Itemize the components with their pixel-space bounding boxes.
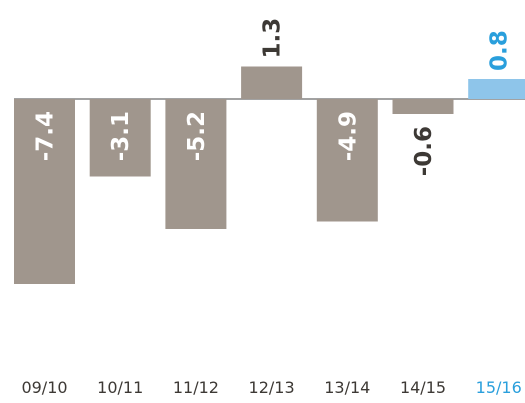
bar [316, 99, 378, 222]
data-label: -4.9 [335, 111, 361, 161]
x-tick-label: 13/14 [324, 378, 370, 397]
data-label: -3.1 [108, 111, 134, 161]
bar [241, 66, 303, 99]
bar [468, 79, 525, 99]
data-label: 1.3 [260, 18, 286, 59]
bar [14, 99, 75, 284]
x-tick-label: 14/15 [400, 378, 446, 397]
x-tick-label: 09/10 [21, 378, 67, 397]
bar [89, 99, 151, 177]
x-tick-label: 15/16 [476, 378, 522, 397]
data-label: -5.2 [184, 111, 210, 161]
bar [392, 99, 454, 114]
x-tick-label: 10/11 [97, 378, 143, 397]
bar [165, 99, 227, 229]
x-tick-label: 12/13 [249, 378, 295, 397]
data-label: 0.8 [487, 30, 513, 71]
data-label: -0.6 [411, 126, 437, 176]
data-label: -7.4 [33, 111, 59, 161]
x-tick-label: 11/12 [173, 378, 219, 397]
